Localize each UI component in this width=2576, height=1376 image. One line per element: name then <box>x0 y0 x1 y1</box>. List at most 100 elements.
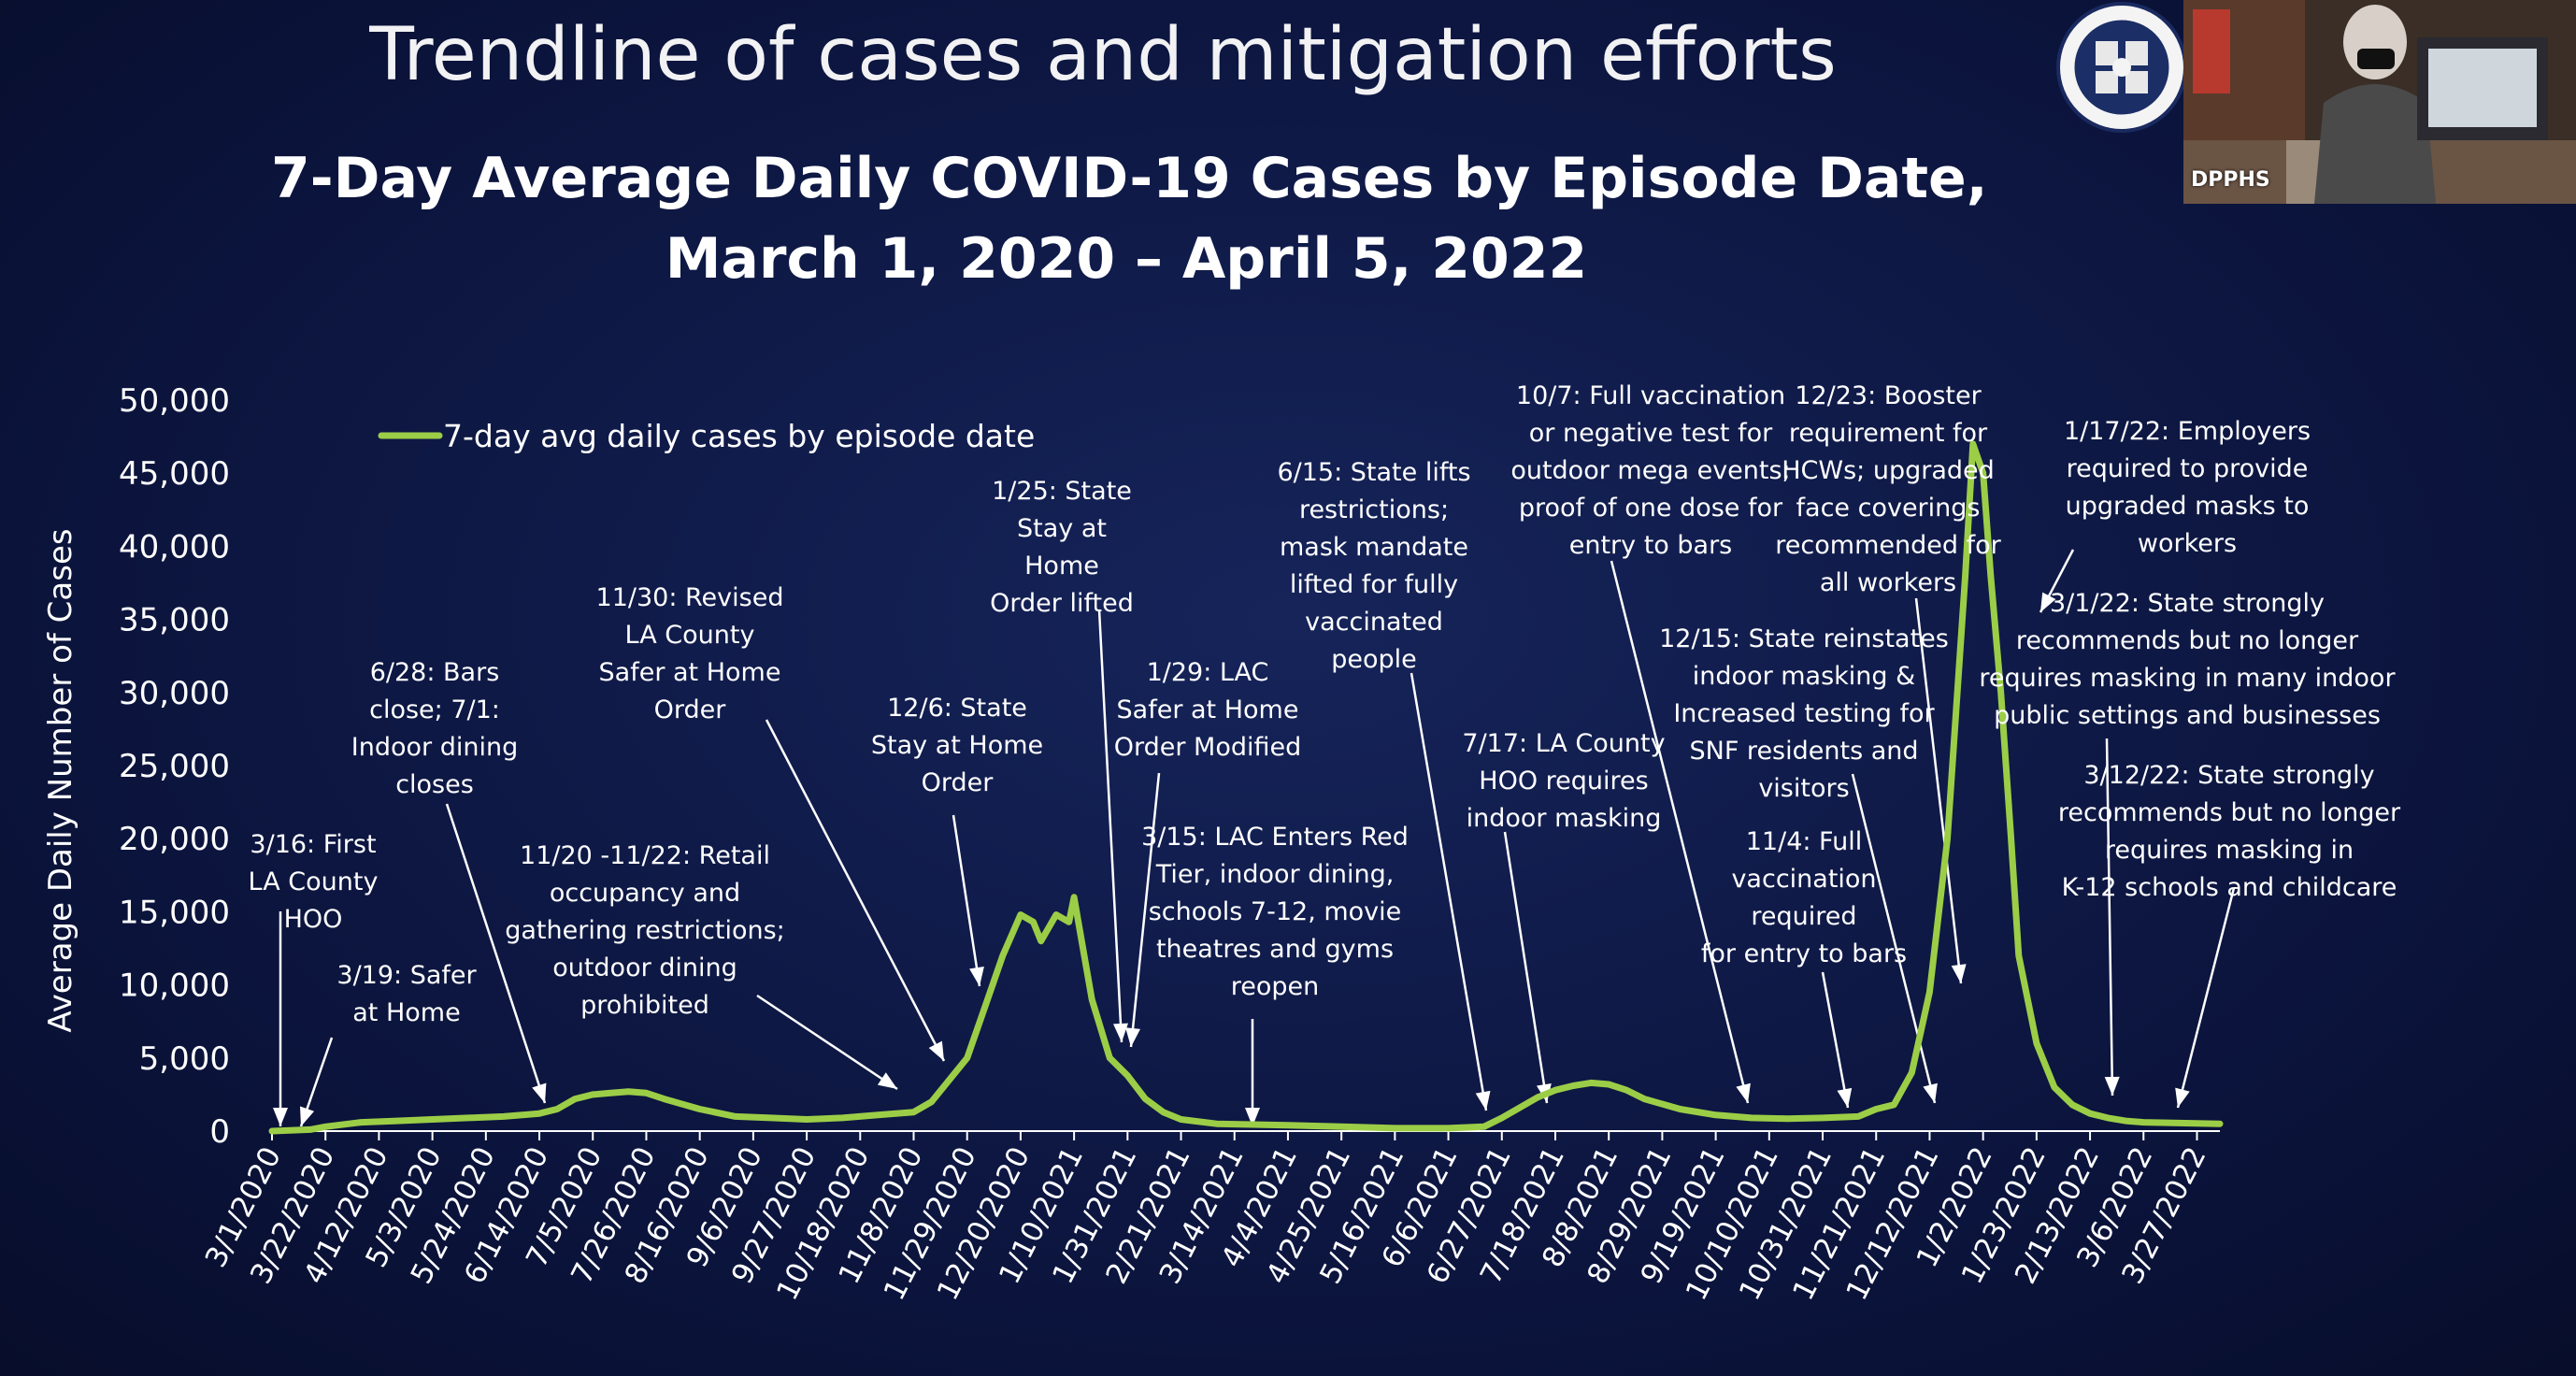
annotation-text-line: Order <box>922 768 995 797</box>
annotation-text-line: Increased testing for <box>1673 699 1935 728</box>
annotation-text-line: HOO requires <box>1479 767 1648 796</box>
annotation-text-line: Tier, indoor dining, <box>1155 860 1395 889</box>
annotation: 3/1/22: State strongly recommends but no … <box>1979 589 2396 730</box>
annotation-text-line: upgraded masks to <box>2066 492 2310 521</box>
annotation-text-line: 3/15: LAC Enters Red <box>1141 823 1409 852</box>
annotation: 11/20 -11/22: Retail occupancy and gatheri… <box>505 841 785 1020</box>
annotation: 3/16: First LA County HOO <box>249 830 379 934</box>
annotation-text-line: occupancy and <box>550 879 740 908</box>
annotation-text-line: 3/12/22: State strongly <box>2083 761 2374 790</box>
annotation-text-line: proof of one dose for <box>1519 494 1783 523</box>
annotation-text-line: 1/29: LAC <box>1147 658 1269 687</box>
annotation: 6/15: State lifts restrictions; mask manda… <box>1277 458 1470 674</box>
annotation-text-line: public settings and businesses <box>1994 701 2381 730</box>
annotation-text-line: Stay at <box>1017 514 1107 543</box>
annotation-text-line: close; 7/1: <box>369 695 500 724</box>
annotation-text-line: reopen <box>1231 972 1320 1001</box>
annotation-arrow-head <box>1245 1108 1260 1126</box>
annotation-text-line: workers <box>2138 529 2237 558</box>
annotation-arrow-line <box>2176 887 2236 1109</box>
annotation-text-line: recommends but no longer <box>2058 798 2401 827</box>
y-tick-label: 30,000 <box>119 675 230 712</box>
webcam-label: DPPHS <box>2191 168 2270 192</box>
annotation-arrow-head <box>1475 1090 1491 1111</box>
y-tick-label: 10,000 <box>119 968 230 1005</box>
annotation-text-line: HOO <box>284 905 343 934</box>
chart-title-line1: 7-Day Average Daily COVID-19 Cases by Ep… <box>271 146 1988 211</box>
annotation-text-line: required to provide <box>2067 454 2309 483</box>
annotation-arrow-head <box>1837 1087 1853 1108</box>
annotation-text-line: entry to bars <box>1569 531 1733 560</box>
annotation-text-line: Home <box>1024 552 1099 580</box>
annotation-text-line: requires masking in <box>2105 836 2354 865</box>
speaker-video-image <box>2183 0 2576 204</box>
annotation-arrow-line <box>1129 772 1161 1048</box>
legend: 7-day avg daily cases by episode date <box>378 418 1035 454</box>
annotation: 3/19: Safer at Home <box>336 961 477 1027</box>
annotation-text-line: at Home <box>352 998 460 1027</box>
annotation-arrow-head <box>1125 1027 1140 1047</box>
annotation: 10/7: Full vaccination or negative test f… <box>1510 381 1790 560</box>
annotation-text-line: recommends but no longer <box>2016 626 2359 655</box>
y-tick-label: 5,000 <box>139 1040 230 1078</box>
annotation-text-line: HCWs; upgraded <box>1782 456 1995 485</box>
annotation-text-line: schools 7-12, movie <box>1149 897 1402 926</box>
annotation-text-line: theatres and gyms <box>1156 935 1394 964</box>
y-tick-label: 45,000 <box>119 455 230 493</box>
y-axis-label: Average Daily Number of Cases <box>42 528 79 1032</box>
annotation-arrow-line <box>756 994 898 1091</box>
annotation: 1/17/22: Employers required to provide upg… <box>2064 417 2311 558</box>
annotation: 12/23: Booster requirement for HCWs; upgra… <box>1775 381 2001 597</box>
annotation-text-line: outdoor mega events; <box>1510 456 1790 485</box>
annotation-text-line: people <box>1331 645 1417 674</box>
annotation-arrow-head <box>1736 1082 1751 1103</box>
annotation: 12/15: State reinstates indoor masking & I… <box>1659 624 1949 803</box>
annotation-text-line: LA County <box>625 621 755 650</box>
annotation: 11/4: Full vaccination required for entry t… <box>1701 827 1907 968</box>
annotation-arrow-line <box>1821 971 1850 1109</box>
y-tick-label: 20,000 <box>119 821 230 858</box>
annotation-arrow-line <box>1851 773 1937 1104</box>
annotation-text-line: 3/19: Safer <box>336 961 477 990</box>
y-tick-label: 15,000 <box>119 894 230 931</box>
annotation-text-line: closes <box>395 770 474 799</box>
annotation-text-line: for entry to bars <box>1701 939 1907 968</box>
annotation-arrow-head <box>1113 1023 1128 1042</box>
annotation-text-line: 1/17/22: Employers <box>2064 417 2311 446</box>
y-tick-label: 50,000 <box>119 382 230 420</box>
annotation-text-line: indoor masking & <box>1693 662 1915 691</box>
annotation-text-line: 11/30: Revised <box>596 583 784 612</box>
annotation-arrow-head <box>2104 1076 2120 1096</box>
annotation-arrow-head <box>969 967 984 986</box>
y-axis-ticks: 50,000 45,000 40,000 35,000 30,000 25,000 20,0… <box>119 382 230 1151</box>
annotation-text-line: gathering restrictions; <box>505 916 785 945</box>
annotation-text-line: prohibited <box>580 991 709 1020</box>
annotation-arrow-line <box>1503 831 1549 1104</box>
annotation-arrow-head <box>532 1082 547 1103</box>
annotation-text-line: 6/28: Bars <box>370 658 500 687</box>
annotation-text-line: SNF residents and <box>1689 737 1918 766</box>
annotation-text-line: Stay at Home <box>871 731 1043 760</box>
annotation-arrow-line <box>1097 609 1123 1043</box>
y-tick-label: 40,000 <box>119 528 230 566</box>
annotation: 12/6: State Stay at Home Order <box>871 694 1043 797</box>
annotation-text-line: Order Modified <box>1114 733 1302 762</box>
annotation-arrow-line <box>1410 672 1488 1111</box>
annotation-arrow-head <box>300 1106 315 1126</box>
annotation-text-line: face coverings <box>1796 494 1981 523</box>
annotation-text-line: visitors <box>1758 774 1849 803</box>
chart-title: 7-Day Average Daily COVID-19 Cases by Ep… <box>271 138 1988 299</box>
annotation-arrow-line <box>2105 738 2114 1096</box>
annotation-text-line: 11/4: Full <box>1746 827 1862 856</box>
annotation-text-line: outdoor dining <box>552 953 737 982</box>
annotation-text-line: 6/15: State lifts <box>1277 458 1470 487</box>
x-axis-ticks: 3/1/20203/22/20204/12/20205/3/20205/24/2… <box>199 1131 2213 1306</box>
annotation-arrow-head <box>1923 1082 1938 1103</box>
annotation-arrow-line <box>765 719 946 1062</box>
y-tick-label: 25,000 <box>119 748 230 785</box>
annotation-text-line: all workers <box>1820 568 1956 597</box>
annotation: 11/30: Revised LA County Safer at Home Orde… <box>596 583 784 724</box>
annotation-text-line: Indoor dining <box>351 733 518 762</box>
slide-title: Trendline of cases and mitigation effort… <box>369 13 1837 97</box>
